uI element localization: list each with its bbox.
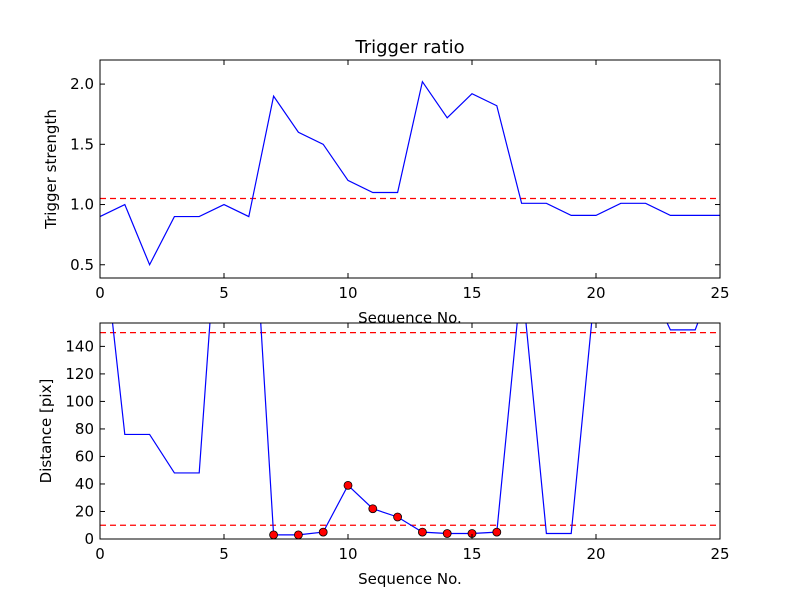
y-tick-label: 140	[65, 337, 94, 355]
plot-frame	[99, 59, 721, 279]
x-tick-label: 5	[219, 284, 229, 302]
x-tick-label: 10	[338, 284, 357, 302]
y-axis-label: Distance [pix]	[37, 379, 55, 484]
chart-title: Trigger ratio	[354, 37, 464, 58]
y-tick-label: 60	[75, 447, 94, 465]
x-tick-label: 15	[462, 545, 481, 563]
data-point	[293, 530, 303, 540]
y-tick-label: 2.0	[70, 75, 94, 93]
data-point	[417, 527, 427, 537]
series-line	[111, 323, 699, 536]
y-tick-label: 100	[65, 392, 94, 410]
data-point	[269, 530, 279, 540]
plot-frame	[99, 322, 721, 540]
y-axis-label: Trigger strength	[42, 109, 60, 230]
y-tick-label: 80	[75, 420, 94, 438]
data-point	[318, 527, 328, 537]
x-tick-label: 20	[586, 545, 605, 563]
x-axis-label: Sequence No.	[358, 570, 462, 588]
y-tick-label: 1.5	[70, 135, 94, 153]
plot-area	[100, 323, 720, 539]
y-tick-label: 120	[65, 365, 94, 383]
series-line	[100, 80, 720, 267]
data-point	[368, 504, 378, 514]
x-tick-label: 25	[710, 284, 729, 302]
x-tick-label: 25	[710, 545, 729, 563]
x-tick-label: 0	[95, 545, 105, 563]
y-tick-label: 40	[75, 475, 94, 493]
x-tick-label: 5	[219, 545, 229, 563]
x-tick-label: 20	[586, 284, 605, 302]
data-point	[492, 527, 502, 537]
x-tick-label: 10	[338, 545, 357, 563]
distance-chart: 0 5 10 15 20 25 0 20 40 60 80 100 120 140 Sequence No…	[37, 322, 730, 588]
y-tick-label: 0	[84, 530, 94, 548]
plot-area	[100, 60, 720, 278]
y-tick-label: 20	[75, 502, 94, 520]
x-tick-label: 0	[95, 284, 105, 302]
trigger-ratio-chart: Trigger ratio 0 5 10 15 20 250.51.01.52.0 Seq…	[42, 37, 730, 327]
y-tick-label: 1.0	[70, 196, 94, 214]
data-point	[442, 529, 452, 538]
data-point	[343, 480, 353, 490]
x-tick-label: 15	[462, 284, 481, 302]
data-point	[393, 512, 403, 522]
y-tick-label: 0.5	[70, 256, 94, 274]
